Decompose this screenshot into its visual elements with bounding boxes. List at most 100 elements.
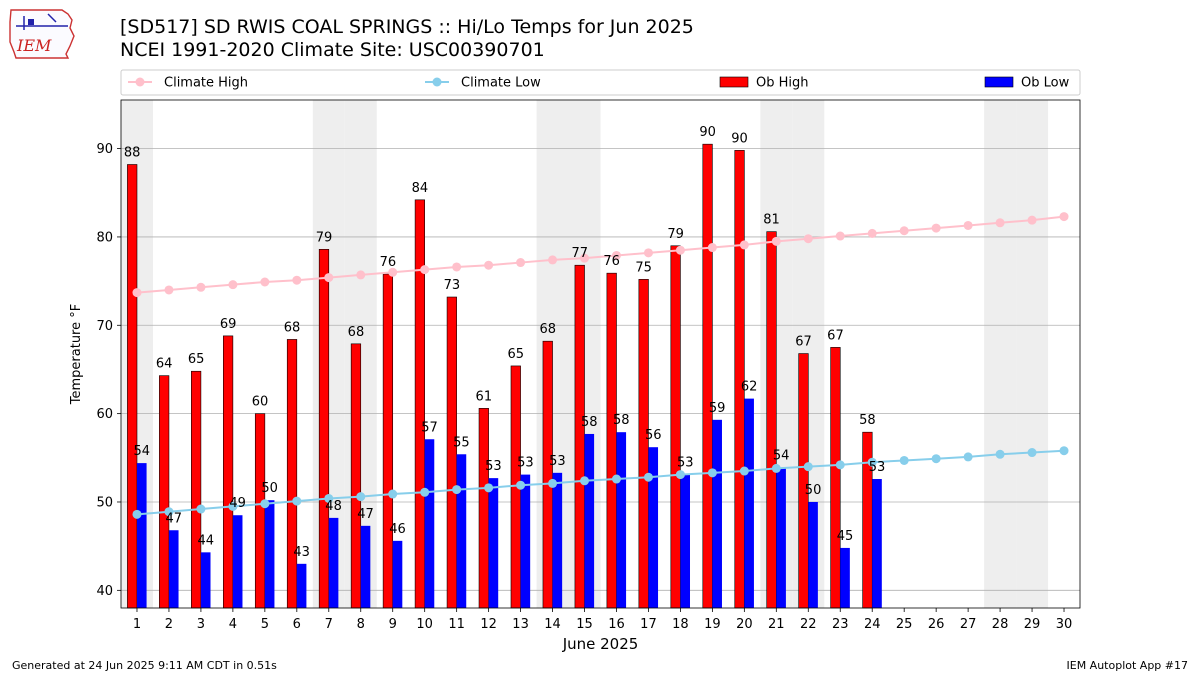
bar-ob-low-day-21	[776, 467, 786, 608]
chart-subtitle: NCEI 1991-2020 Climate Site: USC00390701	[120, 39, 545, 61]
climate-low-point-day-5	[260, 499, 270, 509]
climate-high-point-day-17	[643, 248, 653, 258]
footer-app-text: IEM Autoplot App #17	[1066, 659, 1189, 672]
climate-low-point-day-14	[548, 478, 558, 488]
legend-marker-climate-high	[135, 77, 145, 87]
bar-ob-high-day-10	[414, 199, 425, 609]
bar-ob-low-day-11	[456, 454, 467, 608]
climate-high-point-day-10	[420, 265, 430, 275]
bar-ob-low-day-23	[840, 547, 850, 608]
bar-ob-high-day-7	[318, 249, 330, 609]
bar-ob-high-day-15	[574, 264, 585, 609]
x-tick-label-13: 13	[512, 617, 529, 632]
label-ob-high-day-5: 60	[252, 395, 269, 410]
climate-low-point-day-23	[835, 460, 845, 470]
climate-low-point-day-9	[388, 489, 398, 499]
label-ob-low-day-3: 44	[197, 533, 214, 548]
x-tick-label-20: 20	[736, 617, 753, 632]
y-tick-label-70: 70	[96, 319, 113, 334]
climate-high-point-day-26	[931, 223, 941, 233]
bar-ob-low-day-17	[648, 447, 659, 608]
climate-low-point-day-1	[132, 509, 142, 519]
label-ob-low-day-2: 47	[165, 511, 182, 526]
label-ob-high-day-10: 84	[412, 181, 429, 196]
x-tick-label-15: 15	[576, 617, 593, 632]
footer-generated-text: Generated at 24 Jun 2025 9:11 AM CDT in …	[12, 659, 277, 672]
bar-ob-high-day-2	[159, 375, 170, 609]
label-ob-low-day-20: 62	[741, 380, 758, 395]
bar-ob-low-day-6	[296, 563, 307, 608]
bar-ob-low-day-20	[744, 398, 754, 608]
climate-high-point-day-8	[356, 270, 366, 280]
label-ob-high-day-18: 79	[667, 227, 684, 242]
x-tick-label-10: 10	[416, 617, 433, 632]
label-ob-low-day-23: 45	[837, 529, 854, 544]
climate-low-point-day-13	[516, 480, 526, 490]
x-tick-label-18: 18	[672, 617, 689, 632]
x-tick-label-6: 6	[293, 617, 301, 632]
label-ob-low-day-16: 58	[613, 413, 630, 428]
bar-ob-low-day-22	[808, 501, 818, 608]
bar-ob-high-day-4	[222, 335, 234, 609]
climate-high-point-day-14	[548, 255, 558, 265]
bar-ob-high-day-18	[670, 245, 681, 609]
climate-low-point-day-15	[580, 476, 590, 486]
climate-high-point-day-19	[707, 243, 717, 253]
bar-ob-low-day-5	[264, 500, 275, 608]
y-axis-label: Temperature °F	[69, 304, 84, 405]
label-ob-high-day-22: 67	[795, 335, 812, 350]
bar-ob-low-day-18	[680, 474, 691, 608]
label-ob-low-day-13: 53	[517, 456, 534, 471]
legend: Climate High Climate Low Ob High Ob Low	[120, 69, 1081, 96]
label-ob-high-day-13: 65	[508, 347, 525, 362]
label-ob-low-day-21: 54	[773, 449, 790, 464]
x-tick-label-3: 3	[197, 617, 205, 632]
climate-high-point-day-23	[835, 231, 845, 241]
x-tick-label-12: 12	[480, 617, 497, 632]
x-tick-label-8: 8	[357, 617, 365, 632]
bar-ob-low-day-1	[136, 463, 147, 608]
label-ob-low-day-11: 55	[453, 435, 470, 450]
label-ob-high-day-21: 81	[763, 213, 780, 228]
legend-swatch-ob-low	[984, 76, 1014, 88]
chart-title: [SD517] SD RWIS COAL SPRINGS :: Hi/Lo Te…	[120, 16, 694, 38]
legend-swatch-ob-high	[719, 76, 749, 88]
climate-low-point-day-20	[739, 466, 749, 476]
label-ob-low-day-19: 59	[709, 401, 726, 416]
bar-ob-high-day-19	[702, 143, 713, 609]
bar-ob-low-day-14	[552, 472, 563, 608]
x-tick-label-22: 22	[800, 617, 817, 632]
climate-high-point-day-25	[899, 226, 909, 236]
climate-low-point-day-25	[899, 455, 909, 465]
label-ob-high-day-9: 76	[380, 255, 397, 270]
x-tick-label-28: 28	[992, 617, 1009, 632]
y-tick-label-90: 90	[96, 142, 113, 157]
bar-ob-high-day-22	[798, 353, 809, 609]
label-ob-high-day-15: 77	[571, 246, 588, 261]
label-ob-low-day-15: 58	[581, 415, 598, 430]
climate-high-point-day-9	[388, 267, 398, 277]
weekend-shade-day-29	[1016, 100, 1049, 608]
x-tick-label-29: 29	[1024, 617, 1041, 632]
climate-low-point-day-19	[707, 468, 717, 478]
bar-ob-high-day-17	[638, 279, 649, 609]
climate-high-point-day-13	[516, 258, 526, 268]
label-ob-low-day-18: 53	[677, 456, 694, 471]
x-tick-label-1: 1	[133, 617, 141, 632]
x-tick-label-23: 23	[832, 617, 849, 632]
logo-text: IEM	[16, 36, 52, 55]
x-axis-label: June 2025	[562, 635, 639, 653]
x-tick-label-9: 9	[389, 617, 397, 632]
label-ob-high-day-17: 75	[635, 260, 652, 275]
label-ob-low-day-9: 46	[389, 522, 406, 537]
climate-high-line	[136, 215, 1065, 294]
climate-high-point-day-27	[963, 220, 973, 230]
bar-ob-low-day-19	[712, 419, 722, 608]
legend-box	[120, 69, 1081, 96]
bar-ob-low-day-2	[168, 530, 179, 608]
climate-low-point-day-18	[675, 470, 685, 480]
climate-high-point-day-5	[260, 277, 270, 287]
bar-ob-high-day-8	[350, 343, 362, 609]
